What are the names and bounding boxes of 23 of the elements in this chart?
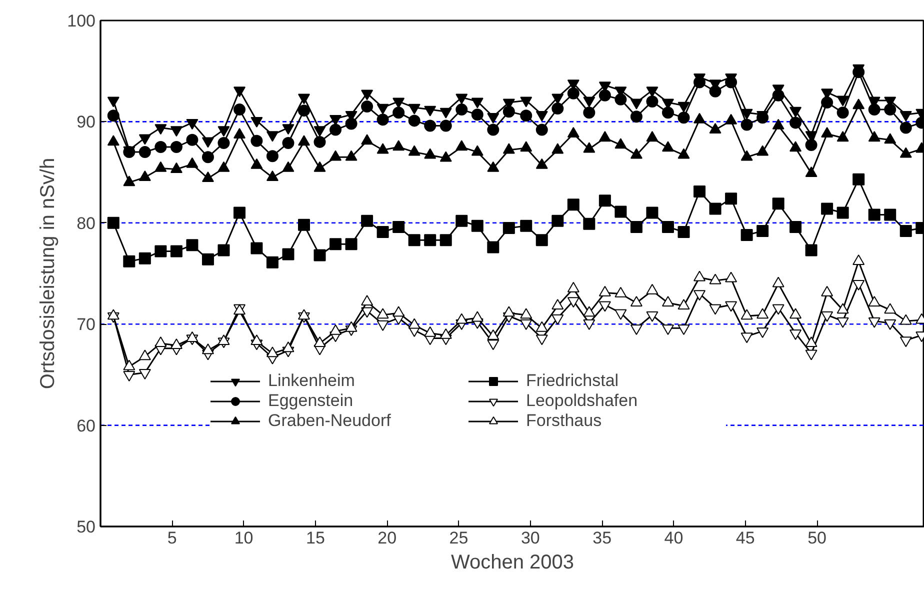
x-tick-label: 40 xyxy=(664,528,684,548)
x-tick-label: 35 xyxy=(592,528,612,548)
legend-label: Eggenstein xyxy=(268,391,354,411)
y-tick-label: 70 xyxy=(76,315,96,334)
y-axis-title: Ortsdosisleistung in nSv/h xyxy=(37,158,60,390)
x-axis-title: Wochen 2003 xyxy=(450,552,574,574)
y-tick-label: 90 xyxy=(76,112,96,132)
x-tick-label: 50 xyxy=(808,528,826,548)
legend-label: Linkenheim xyxy=(268,371,356,391)
x-tick-label: 15 xyxy=(306,528,325,548)
y-tick-label: 100 xyxy=(67,12,96,30)
x-tick-label: 30 xyxy=(520,528,540,548)
x-tick-label: 10 xyxy=(234,528,254,548)
y-tick-label: 80 xyxy=(76,214,96,233)
x-tick-label: 25 xyxy=(449,528,468,548)
y-tick-label: 60 xyxy=(76,416,96,436)
x-tick-label: 20 xyxy=(378,528,397,548)
x-tick-label: 5 xyxy=(167,528,177,548)
legend-label: Graben-Neudorf xyxy=(268,411,392,431)
legend-label: Leopoldshafen xyxy=(526,391,639,411)
legend-label: Friedrichstal xyxy=(526,371,620,391)
x-tick-label: 45 xyxy=(736,528,755,548)
legend-label: Forsthaus xyxy=(526,411,603,431)
